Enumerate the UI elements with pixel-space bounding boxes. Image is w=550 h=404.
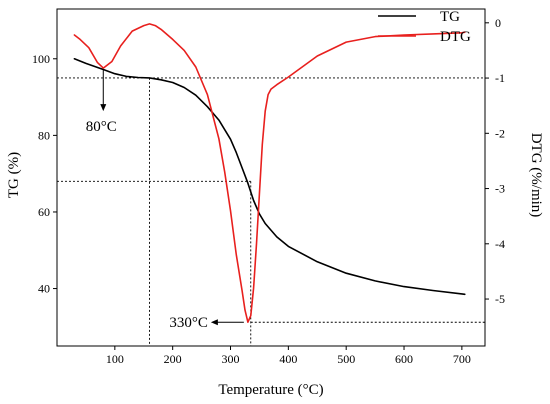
y-right-tick-label: -1 [495,71,505,85]
y-right-tick-label: -4 [495,237,505,251]
plot-series [73,23,466,324]
y-left-axis-title: TG (%) [6,152,22,198]
x-tick-label: 500 [337,352,355,366]
y-left-tick-label: 100 [32,52,50,66]
y-right-tick-label: -5 [495,292,505,306]
series-line-tg [73,57,466,296]
y-left-tick-label: 40 [38,282,50,296]
arrowhead-icon [100,104,107,112]
series-line-dtg [73,23,466,324]
x-tick-label: 300 [222,352,240,366]
x-tick-label: 100 [106,352,124,366]
annotations: 80°C 330°C [86,70,244,331]
x-tick-label: 200 [164,352,182,366]
reference-lines [57,77,485,346]
plot-frame [56,8,486,347]
y-right-tick-label: -2 [495,126,505,140]
arrowhead-icon [210,319,218,326]
annotation-label-330: 330°C [169,315,208,331]
y-left-tick-label: 60 [38,205,50,219]
x-tick-label: 400 [279,352,297,366]
legend: TG DTG [378,9,471,45]
x-tick-label: 600 [395,352,413,366]
x-tick-label: 700 [453,352,471,366]
legend-label-tg: TG [440,9,460,25]
y-right-axis-title: DTG (%/min) [528,133,544,218]
y-left-tick-label: 80 [38,128,50,142]
legend-label-dtg: DTG [440,29,471,45]
x-axis-title: Temperature (°C) [218,382,323,398]
annotation-label-80: 80°C [86,119,117,135]
y-right-tick-label: 0 [495,16,501,30]
y-right-tick-label: -3 [495,182,505,196]
axis-ticks: 100 200 300 400 500 600 700 40 60 80 100 0 -1 -2 -3 -4 -… [32,16,505,366]
